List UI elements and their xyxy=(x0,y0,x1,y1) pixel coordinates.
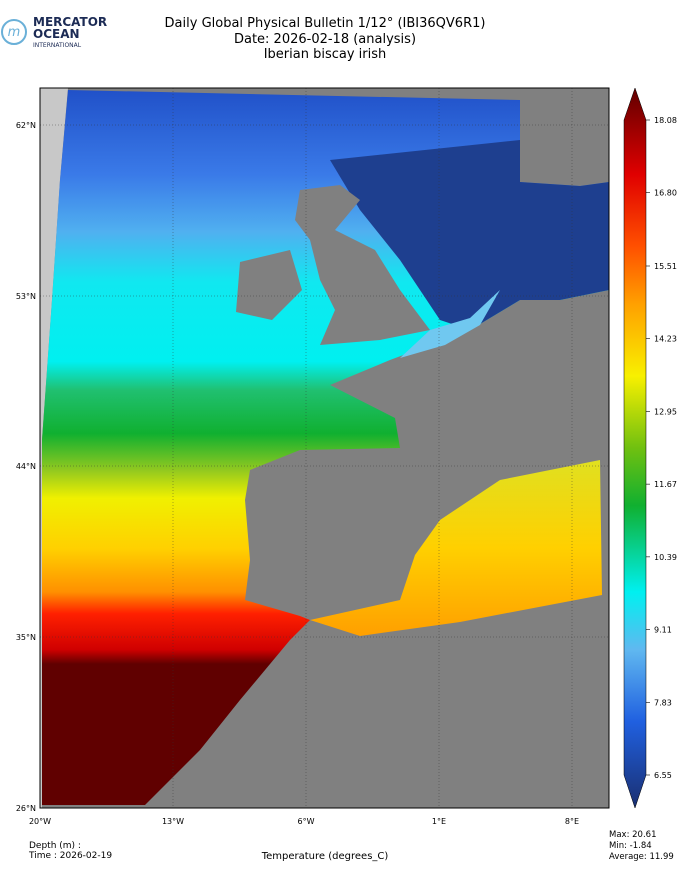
title: Iberian biscay irish xyxy=(264,47,387,62)
mediterranean xyxy=(310,460,602,636)
lon-label: 6°W xyxy=(298,817,315,826)
stat-value: 20.61 xyxy=(632,830,656,840)
map xyxy=(39,87,610,809)
lon-label: 13°W xyxy=(162,817,184,826)
lon-label: 1°E xyxy=(432,817,446,826)
stat-value: 11.99 xyxy=(649,852,673,862)
colorbar: 18.08 16.80 15.51 14.23 12.95 11.67 10.39 9.11 7… xyxy=(623,87,677,809)
title: Daily Global Physical Bulletin 1/12° (IB… xyxy=(165,16,486,31)
logo-text: INTERNATIONAL xyxy=(33,42,82,49)
logo-glyph: m xyxy=(8,25,21,40)
lon-label: 8°E xyxy=(565,817,579,826)
stat-label: Average: xyxy=(609,852,647,862)
lat-label: 44°N xyxy=(16,462,36,471)
colorbar-tick-label: 12.95 xyxy=(654,407,677,416)
lon-label: 20°W xyxy=(29,817,51,826)
colorbar-tick-label: 15.51 xyxy=(654,262,677,271)
logo: m MERCATOR OCEAN INTERNATIONAL xyxy=(1,15,107,49)
stat: Min: -1.84 xyxy=(609,841,652,851)
channel xyxy=(400,290,500,358)
logo-text: OCEAN xyxy=(33,27,80,41)
colorbar-bar xyxy=(623,87,647,809)
colorbar-tick-label: 16.80 xyxy=(654,189,677,198)
great-britain xyxy=(295,185,430,345)
logo-text: MERCATOR xyxy=(33,15,107,29)
stat-value: -1.84 xyxy=(630,841,652,851)
colorbar-tick-label: 6.55 xyxy=(654,771,672,780)
colorbar-ticks: 18.08 16.80 15.51 14.23 12.95 11.67 10.39 9.11 7… xyxy=(646,116,677,780)
lat-label: 62°N xyxy=(16,121,36,130)
colorbar-tick-label: 7.83 xyxy=(654,698,672,707)
colorbar-tick-label: 18.08 xyxy=(654,116,677,125)
stat: Average: 11.99 xyxy=(609,852,674,862)
north-sea xyxy=(330,140,609,330)
stat-label: Min: xyxy=(609,841,627,851)
colorbar-tick-label: 9.11 xyxy=(654,626,672,635)
colorbar-tick-label: 11.67 xyxy=(654,480,677,489)
lat-label: 53°N xyxy=(16,292,36,301)
logo-mark xyxy=(1,19,27,45)
stat: Max: 20.61 xyxy=(609,830,656,840)
variable-label: Temperature (degrees_C) xyxy=(261,851,389,862)
lat-label: 35°N xyxy=(16,633,36,642)
colorbar-tick-label: 10.39 xyxy=(654,553,677,562)
ireland xyxy=(236,250,302,320)
map-frame xyxy=(39,87,610,809)
time: Time : 2026-02-19 xyxy=(28,851,112,861)
depth: Depth (m) : xyxy=(29,841,81,851)
colorbar-tick-label: 14.23 xyxy=(654,335,677,344)
stat-label: Max: xyxy=(609,830,629,840)
lat-label: 26°N xyxy=(16,804,36,813)
title: Date: 2026-02-18 (analysis) xyxy=(234,32,416,47)
